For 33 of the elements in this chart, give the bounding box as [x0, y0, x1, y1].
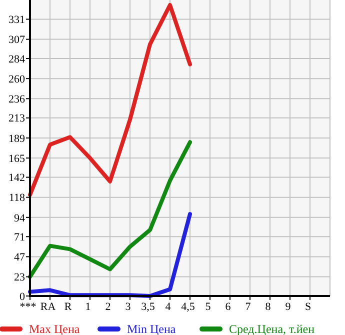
x-tick-label: 7 [245, 301, 252, 313]
y-tick-label: 331 [8, 14, 25, 26]
y-tick-label: 213 [8, 112, 26, 125]
x-tick-label: 4 [165, 301, 172, 313]
x-tick-label: 5 [205, 301, 212, 313]
x-tick-label: 3 [125, 301, 132, 313]
y-tick-label: 260 [8, 73, 26, 86]
y-tick-label: 189 [8, 132, 26, 145]
x-tick-label: 8 [265, 301, 272, 313]
y-tick-label: 118 [8, 192, 26, 204]
y-tick-label: 236 [8, 94, 26, 106]
x-tick-label: 4,5 [181, 301, 196, 313]
y-tick-label: 142 [8, 172, 25, 184]
x-tick-label: 6 [225, 301, 232, 313]
x-tick-label: *** [20, 301, 36, 313]
x-tick-label: S [304, 301, 312, 313]
x-tick-label: R [64, 301, 72, 313]
x-tick-label: 9 [285, 301, 292, 313]
x-tick-label: 1 [85, 301, 91, 313]
x-tick-label: RA [40, 301, 56, 313]
y-tick-label: 23 [14, 272, 26, 284]
y-tick-label: 71 [14, 231, 25, 244]
y-tick-label: 94 [14, 212, 26, 224]
line-series [28, 3, 192, 197]
y-tick-label: 307 [8, 34, 26, 46]
y-tick-label: 165 [8, 152, 26, 165]
x-tick-label: 3,5 [141, 301, 156, 313]
y-tick-label: 284 [8, 53, 26, 66]
x-tick-label: 2 [105, 301, 111, 313]
line-series [28, 140, 192, 279]
y-tick-label: 47 [14, 252, 26, 264]
line-series [28, 212, 192, 298]
y-tick-label: 0 [20, 290, 26, 303]
